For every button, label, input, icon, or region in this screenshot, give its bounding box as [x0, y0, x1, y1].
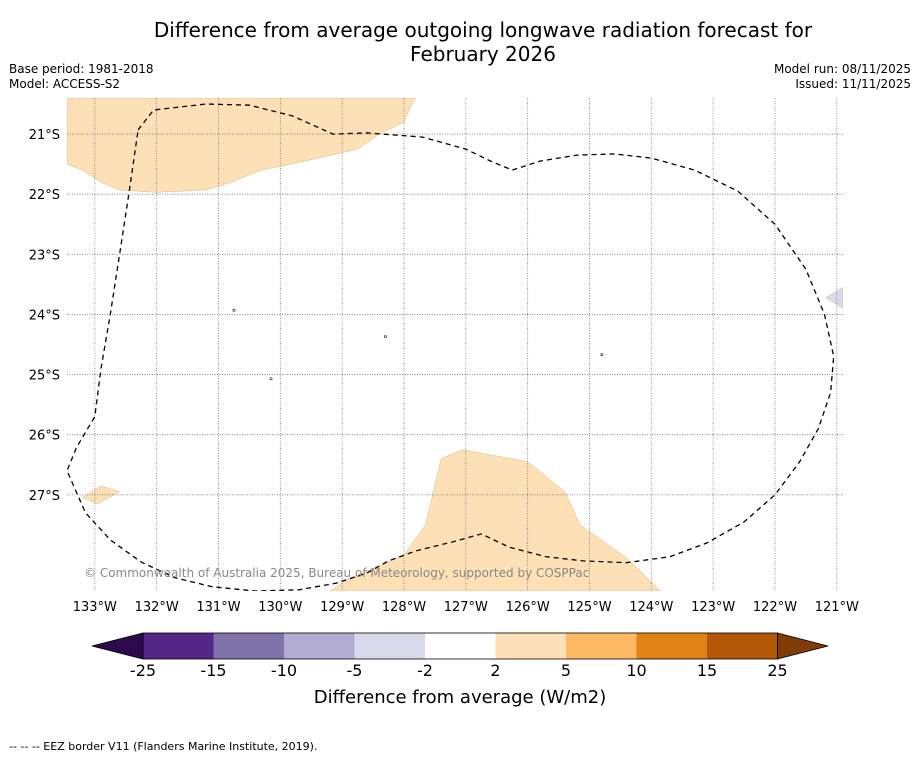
- positive-anomaly-north: [67, 98, 417, 193]
- x-tick-label: 130°W: [258, 600, 302, 615]
- colorbar-tick-label: 15: [697, 661, 717, 680]
- model-run: Model run: 08/11/2025: [773, 62, 911, 76]
- colorbar-segment-1: [213, 633, 284, 659]
- colorbar-ticks: -25 -15 -10 -5 -2 2 5 10 15 25: [130, 661, 788, 680]
- x-tick-label: 127°W: [444, 600, 488, 615]
- positive-anomaly-west-islet: [82, 485, 121, 505]
- eez-border-layer: [67, 103, 835, 591]
- eez-border: [67, 103, 835, 591]
- y-tick-label: 27°S: [29, 489, 60, 504]
- island-marker-2: [600, 353, 604, 357]
- title-line-2: February 2026: [410, 42, 556, 66]
- colorbar-extend-low: [91, 632, 144, 660]
- colorbar-segment-7: [636, 633, 707, 659]
- meta-left: Base period: 1981-2018 Model: ACCESS-S2: [9, 62, 154, 92]
- x-tick-label: 128°W: [382, 600, 426, 615]
- chart-canvas: © Commonwealth of Australia 2025, Bureau…: [29, 98, 859, 708]
- colorbar-tick-label: -2: [417, 661, 433, 680]
- colorbar-segment-2: [284, 633, 355, 659]
- island-marker-1: [383, 335, 387, 339]
- copyright-notice: © Commonwealth of Australia 2025, Bureau…: [84, 566, 589, 580]
- colorbar-segment-4: [425, 633, 496, 659]
- y-tick-label: 25°S: [29, 369, 60, 384]
- colorbar-segment-3: [354, 633, 425, 659]
- colorbar-outline: [142, 632, 778, 660]
- island-marker-3: [269, 377, 273, 381]
- y-tick-label: 23°S: [29, 248, 60, 263]
- y-axis-ticks: 21°S 22°S 23°S 24°S 25°S 26°S 27°S: [29, 128, 60, 504]
- colorbar-tick-label: -10: [271, 661, 297, 680]
- colorbar-tick-label: 5: [561, 661, 571, 680]
- x-tick-label: 133°W: [73, 600, 117, 615]
- x-tick-label: 131°W: [196, 600, 240, 615]
- chart-title: Difference from average outgoing longwav…: [0, 18, 919, 66]
- negative-anomaly-east: [825, 287, 843, 309]
- colorbar-tick-label: -25: [130, 661, 156, 680]
- colorbar-tick-label: 10: [626, 661, 646, 680]
- y-tick-label: 26°S: [29, 429, 60, 444]
- x-tick-label: 132°W: [135, 600, 179, 615]
- model-name: Model: ACCESS-S2: [9, 77, 121, 91]
- island-markers: [232, 308, 604, 381]
- x-tick-label: 125°W: [567, 600, 611, 615]
- island-marker-0: [232, 308, 236, 312]
- colorbar-segment-6: [566, 633, 637, 659]
- colorbar-tick-label: -15: [200, 661, 226, 680]
- meta-right: Model run: 08/11/2025 Issued: 11/11/2025: [774, 62, 911, 92]
- anomaly-regions: [67, 98, 843, 591]
- colorbar-segment-5: [495, 633, 566, 659]
- title-line-1: Difference from average outgoing longwav…: [153, 18, 813, 42]
- colorbar-tick-label: -5: [347, 661, 363, 680]
- x-tick-label: 129°W: [320, 600, 364, 615]
- y-tick-label: 24°S: [29, 308, 60, 323]
- colorbar: [91, 632, 829, 660]
- issued-date: Issued: 11/11/2025: [795, 77, 911, 91]
- colorbar-label: Difference from average (W/m2): [314, 687, 606, 708]
- graticule: [67, 98, 843, 591]
- colorbar-tick-label: 25: [767, 661, 787, 680]
- y-tick-label: 21°S: [29, 128, 60, 143]
- y-tick-label: 22°S: [29, 188, 60, 203]
- eez-footnote: -- -- -- EEZ border V11 (Flanders Marine…: [9, 740, 318, 753]
- x-tick-label: 123°W: [691, 600, 735, 615]
- x-tick-label: 124°W: [629, 600, 673, 615]
- x-tick-label: 121°W: [815, 600, 859, 615]
- x-axis-ticks: 133°W 132°W 131°W 130°W 129°W 128°W 127°W 126°W…: [73, 600, 859, 615]
- colorbar-segment-8: [707, 633, 778, 659]
- x-tick-label: 126°W: [506, 600, 550, 615]
- colorbar-tick-label: 2: [490, 661, 500, 680]
- colorbar-extend-high: [777, 632, 829, 660]
- colorbar-segment-0: [143, 633, 214, 659]
- base-period: Base period: 1981-2018: [9, 62, 154, 76]
- x-tick-label: 122°W: [753, 600, 797, 615]
